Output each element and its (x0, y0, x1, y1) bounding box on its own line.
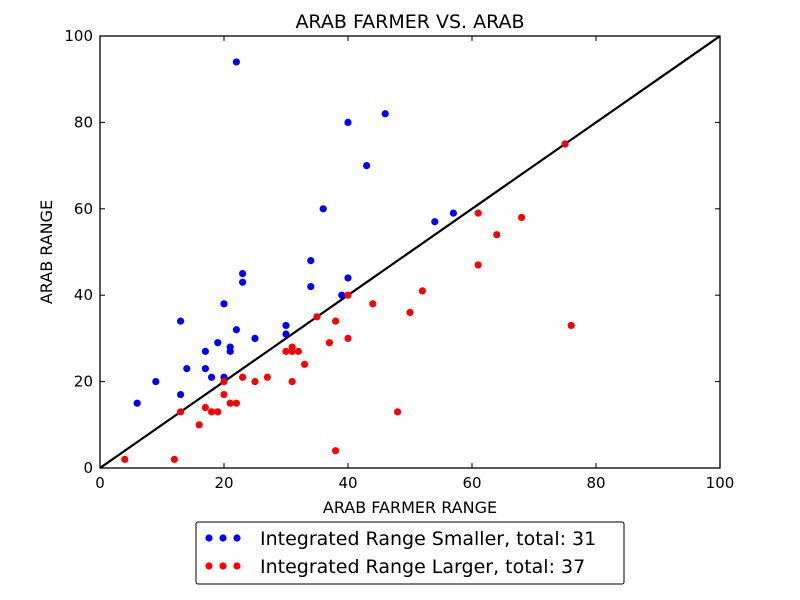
data-point-smaller-8 (214, 339, 222, 347)
data-point-larger-7 (220, 378, 228, 386)
data-point-larger-6 (214, 408, 222, 416)
data-point-smaller-25 (344, 118, 352, 126)
data-point-smaller-4 (183, 365, 191, 373)
legend-marker-0-0 (205, 534, 213, 542)
chart-title: ARAB FARMER VS. ARAB (295, 11, 524, 33)
data-point-larger-17 (288, 378, 296, 386)
y-tick-label-2: 40 (74, 286, 93, 304)
data-point-larger-21 (325, 339, 333, 347)
data-point-larger-34 (561, 140, 569, 148)
data-point-larger-1 (170, 455, 178, 463)
points-layer (121, 58, 575, 463)
legend-marker-1-0 (205, 562, 213, 570)
data-point-larger-25 (344, 334, 352, 342)
data-point-larger-2 (177, 408, 185, 416)
data-point-larger-18 (294, 347, 302, 355)
data-point-smaller-17 (251, 334, 259, 342)
legend-marker-1-1 (219, 562, 227, 570)
data-point-smaller-5 (201, 347, 209, 355)
y-tick-label-5: 100 (64, 27, 93, 45)
data-point-larger-20 (313, 313, 321, 321)
data-point-smaller-16 (239, 278, 247, 286)
data-point-larger-8 (220, 390, 228, 399)
data-point-larger-16 (288, 347, 296, 355)
data-point-larger-22 (332, 317, 340, 325)
ticks-layer: 0 20 40 60 80 100 0 20 40 60 80 100 (64, 27, 734, 492)
data-point-smaller-10 (220, 300, 228, 308)
data-point-smaller-15 (239, 270, 247, 278)
y-axis-title: ARAB RANGE (37, 200, 56, 304)
data-point-smaller-23 (338, 291, 346, 299)
data-point-smaller-12 (226, 347, 234, 355)
x-axis-title: ARAB FARMER RANGE (323, 498, 497, 517)
data-point-larger-31 (474, 261, 482, 269)
data-point-larger-35 (567, 321, 575, 330)
data-point-smaller-6 (201, 365, 209, 373)
data-point-larger-33 (518, 213, 526, 222)
legend-box (195, 521, 625, 585)
data-point-larger-23 (332, 447, 340, 455)
data-point-smaller-22 (319, 205, 327, 213)
data-point-larger-0 (121, 455, 129, 463)
data-point-larger-27 (394, 408, 402, 416)
data-point-smaller-18 (282, 321, 290, 330)
y-tick-label-1: 20 (74, 373, 93, 391)
y-tick-label-4: 80 (74, 113, 93, 131)
reference-diagonal-line (100, 36, 720, 468)
legend-label-0: Integrated Range Smaller, total: 31 (260, 528, 596, 550)
data-point-smaller-3 (177, 317, 185, 325)
data-point-smaller-2 (177, 390, 185, 399)
data-point-smaller-13 (232, 326, 240, 334)
data-point-larger-19 (301, 360, 309, 368)
data-point-smaller-7 (208, 373, 216, 381)
data-point-larger-24 (344, 291, 352, 299)
data-point-larger-11 (239, 373, 247, 381)
data-point-larger-32 (493, 231, 501, 239)
data-point-larger-5 (208, 408, 216, 416)
data-point-smaller-0 (133, 399, 141, 407)
data-point-larger-12 (251, 378, 259, 386)
data-point-smaller-20 (307, 257, 315, 265)
x-tick-label-4: 80 (586, 474, 605, 492)
data-point-smaller-29 (449, 209, 457, 217)
plot-frame (99, 35, 721, 469)
x-tick-label-2: 40 (338, 474, 357, 492)
x-tick-label-1: 20 (214, 474, 233, 492)
data-point-smaller-28 (431, 218, 439, 226)
legend-marker-0-1 (219, 534, 227, 542)
plot-area: 0 20 40 60 80 100 0 20 40 60 80 100 (64, 27, 734, 492)
data-point-smaller-26 (363, 162, 371, 170)
legend-marker-0-2 (233, 534, 241, 542)
data-point-larger-9 (226, 399, 234, 407)
legend: Integrated Range Smaller, total: 31 Integ… (195, 521, 625, 585)
data-point-larger-10 (232, 399, 240, 407)
x-tick-label-5: 100 (706, 474, 735, 492)
data-point-smaller-27 (381, 110, 389, 118)
data-point-larger-29 (418, 287, 426, 295)
data-point-larger-30 (474, 209, 482, 217)
data-point-smaller-21 (307, 282, 315, 291)
data-point-smaller-1 (152, 378, 160, 386)
y-tick-label-3: 60 (74, 200, 93, 218)
data-point-larger-3 (195, 421, 203, 429)
data-point-smaller-24 (344, 274, 352, 282)
data-point-larger-14 (282, 347, 290, 355)
data-point-smaller-14 (232, 58, 240, 66)
data-point-larger-4 (201, 403, 209, 412)
data-point-larger-13 (263, 373, 271, 381)
legend-marker-1-2 (233, 562, 241, 570)
data-point-smaller-19 (282, 330, 290, 338)
data-point-larger-28 (406, 308, 414, 317)
data-point-larger-26 (369, 300, 377, 308)
y-tick-label-0: 0 (83, 459, 93, 477)
x-tick-label-3: 60 (462, 474, 481, 492)
legend-entries: Integrated Range Smaller, total: 31 Integ… (205, 528, 596, 578)
legend-label-1: Integrated Range Larger, total: 37 (260, 556, 585, 578)
x-tick-label-0: 0 (95, 474, 105, 492)
